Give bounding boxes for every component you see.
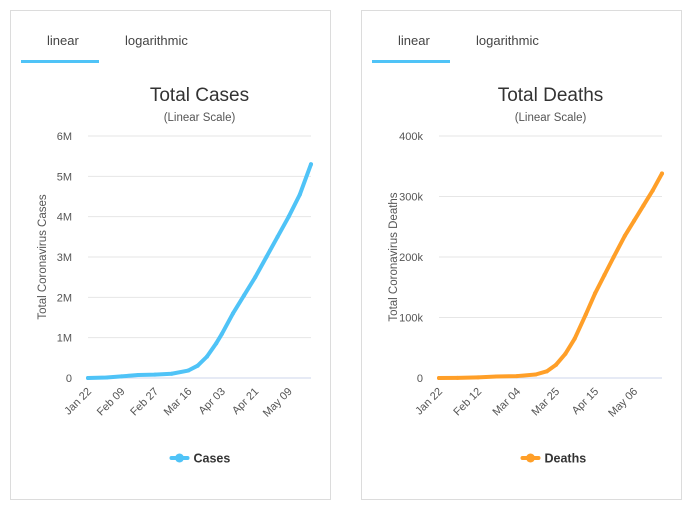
x-tick-label: Jan 22 bbox=[62, 386, 94, 418]
data-point bbox=[650, 188, 655, 193]
y-tick-label: 0 bbox=[66, 373, 72, 385]
data-point bbox=[554, 362, 559, 367]
x-tick-label: Feb 27 bbox=[128, 386, 161, 419]
data-point bbox=[286, 214, 291, 219]
data-point bbox=[563, 351, 568, 356]
x-tick-label: Feb 12 bbox=[451, 386, 484, 419]
x-tick-label: Mar 25 bbox=[529, 386, 562, 419]
data-point bbox=[297, 192, 302, 197]
x-tick-label: Feb 09 bbox=[95, 386, 128, 419]
y-tick-label: 200k bbox=[399, 252, 423, 264]
cases-chart-panel: linear logarithmic Total Cases (Linear Sc… bbox=[10, 10, 331, 500]
scale-tabs: linear logarithmic bbox=[11, 11, 330, 65]
x-tick-label: Mar 04 bbox=[490, 386, 523, 419]
y-axis-title: Total Coronavirus Cases bbox=[37, 194, 49, 320]
data-point bbox=[437, 375, 441, 380]
data-point bbox=[119, 374, 124, 379]
chart-title: Total Cases bbox=[150, 85, 249, 106]
data-point bbox=[632, 218, 637, 223]
y-tick-label: 4M bbox=[57, 212, 72, 224]
y-tick-label: 100k bbox=[399, 313, 423, 325]
active-tab-indicator bbox=[21, 60, 99, 63]
data-point bbox=[186, 368, 191, 373]
scale-tabs: linear logarithmic bbox=[362, 11, 681, 65]
data-point bbox=[309, 162, 313, 167]
y-tick-label: 1M bbox=[57, 333, 72, 345]
data-point bbox=[169, 371, 174, 376]
x-tick-label: Apr 21 bbox=[230, 386, 261, 417]
y-tick-label: 5M bbox=[57, 171, 72, 183]
data-point bbox=[264, 255, 269, 259]
y-tick-label: 6M bbox=[57, 131, 72, 143]
y-axis-title: Total Coronavirus Deaths bbox=[388, 192, 400, 321]
data-point bbox=[476, 375, 481, 380]
data-point bbox=[219, 332, 224, 337]
data-point bbox=[253, 275, 258, 280]
tab-logarithmic[interactable]: logarithmic bbox=[476, 33, 539, 48]
x-tick-label: Mar 16 bbox=[162, 386, 195, 419]
data-point bbox=[602, 273, 607, 278]
data-point bbox=[494, 374, 499, 379]
data-point bbox=[214, 341, 219, 346]
tab-logarithmic[interactable]: logarithmic bbox=[125, 33, 188, 48]
data-point bbox=[230, 311, 235, 316]
x-tick-label: May 06 bbox=[606, 386, 640, 420]
data-point bbox=[660, 171, 664, 176]
data-point bbox=[152, 372, 157, 377]
data-point bbox=[104, 375, 109, 380]
x-tick-label: Jan 22 bbox=[413, 386, 445, 418]
data-point bbox=[611, 255, 616, 259]
data-point bbox=[622, 233, 627, 238]
data-point bbox=[572, 336, 577, 341]
data-point bbox=[593, 291, 598, 296]
deaths-chart: Total Deaths (Linear Scale) 0 100k 200k 300k 4… bbox=[388, 85, 664, 466]
data-point bbox=[641, 203, 646, 208]
deaths-chart-panel: linear logarithmic Total Deaths (Linear S… bbox=[361, 10, 682, 500]
data-point bbox=[583, 312, 588, 317]
y-tick-label: 2M bbox=[57, 292, 72, 304]
y-tick-label: 300k bbox=[399, 192, 423, 204]
data-point bbox=[455, 375, 460, 380]
data-point bbox=[533, 372, 538, 377]
data-point bbox=[195, 363, 200, 368]
active-tab-indicator bbox=[372, 60, 450, 63]
data-point bbox=[515, 374, 520, 379]
data-point bbox=[544, 369, 549, 374]
x-tick-label: May 09 bbox=[261, 386, 295, 420]
x-tick-label: Apr 03 bbox=[197, 386, 228, 417]
legend-label: Cases bbox=[194, 452, 231, 466]
data-point bbox=[86, 375, 90, 380]
legend-label: Deaths bbox=[545, 452, 587, 466]
tab-linear[interactable]: linear bbox=[398, 33, 430, 48]
series-line bbox=[86, 162, 313, 380]
tab-linear[interactable]: linear bbox=[47, 33, 79, 48]
data-point bbox=[136, 372, 141, 377]
series-line bbox=[437, 171, 664, 380]
data-point bbox=[275, 234, 280, 239]
y-tick-label: 400k bbox=[399, 131, 423, 143]
data-point bbox=[204, 354, 209, 359]
cases-chart: Total Cases (Linear Scale) 0 1M 2M 3M 4M 5M 6M To… bbox=[37, 85, 313, 466]
y-tick-label: 0 bbox=[417, 373, 423, 385]
chart-subtitle: (Linear Scale) bbox=[164, 112, 236, 124]
chart-subtitle: (Linear Scale) bbox=[515, 112, 587, 124]
legend-marker bbox=[175, 453, 184, 463]
x-tick-label: Apr 15 bbox=[570, 386, 601, 417]
legend-marker bbox=[526, 453, 535, 463]
chart-title: Total Deaths bbox=[498, 85, 604, 106]
data-point bbox=[242, 293, 247, 298]
y-tick-label: 3M bbox=[57, 252, 72, 264]
